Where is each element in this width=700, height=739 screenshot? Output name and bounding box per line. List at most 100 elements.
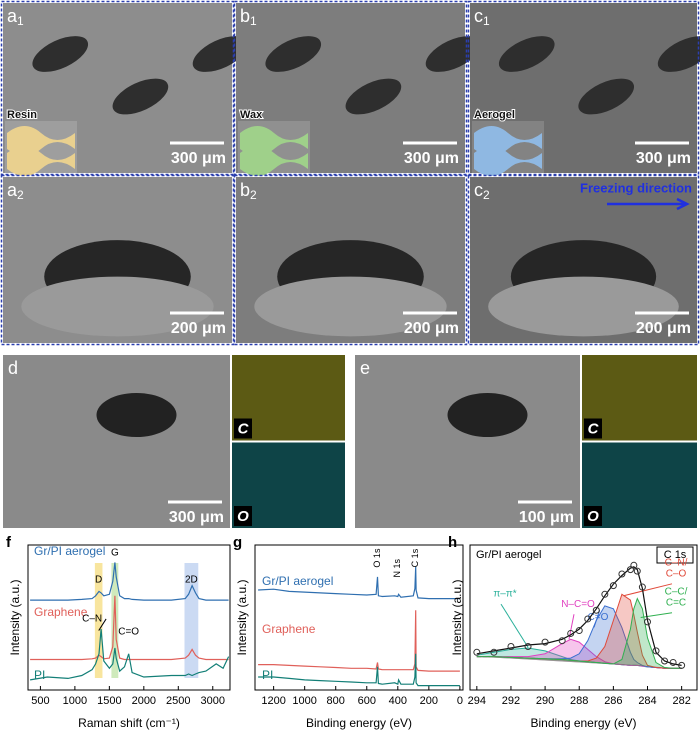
- pore-wall: [488, 276, 679, 337]
- panel-label: b2: [240, 180, 257, 202]
- legend-label: C 1s: [664, 549, 687, 561]
- scale-bar-label: 300 μm: [171, 150, 226, 167]
- x-tick-label: 286: [604, 695, 622, 707]
- data-point: [524, 643, 532, 650]
- panel-label: a1: [7, 6, 24, 28]
- pore: [498, 36, 555, 72]
- series-line: [30, 629, 230, 681]
- panel-border: [0, 0, 235, 176]
- label-arrow: [623, 583, 673, 597]
- data-point: [644, 618, 652, 626]
- series-label: Gr/PI aerogel: [262, 574, 333, 588]
- x-tick-label: 1000: [292, 695, 316, 707]
- inset-label: Aerogel: [474, 109, 515, 121]
- x-axis-title: Raman shift (cm⁻¹): [78, 716, 180, 730]
- data-point: [652, 647, 660, 655]
- scale-bar-label: 200 μm: [636, 320, 691, 337]
- pore: [112, 78, 169, 115]
- series-line: [258, 566, 460, 600]
- map-label: C: [588, 420, 600, 437]
- component-label: C=O: [588, 612, 609, 623]
- x-tick-label: 284: [638, 695, 656, 707]
- series-line: [30, 562, 229, 601]
- data-point: [473, 648, 481, 656]
- data-point: [558, 637, 566, 645]
- band-label: G: [111, 548, 119, 559]
- pore: [96, 393, 177, 437]
- highlight-band: [111, 563, 119, 678]
- component-label: π–π*: [493, 589, 516, 600]
- peak-label: N 1s: [392, 558, 402, 577]
- x-tick-label: 1000: [63, 695, 87, 707]
- x-tick-label: 290: [536, 695, 554, 707]
- pore: [578, 78, 635, 115]
- data-point: [678, 661, 686, 669]
- data-point: [618, 570, 626, 578]
- fit-component: [476, 597, 682, 669]
- x-tick-label: 288: [570, 695, 588, 707]
- x-tick-label: 400: [389, 695, 407, 707]
- y-axis-title: Intensity (a.u.): [8, 579, 22, 655]
- data-point: [661, 657, 669, 665]
- peak-label: C=O: [118, 627, 139, 638]
- scale-bar-label: 300 μm: [169, 509, 224, 526]
- data-point: [592, 606, 600, 614]
- panel-label: b1: [240, 6, 257, 28]
- inset-shape: [7, 126, 75, 176]
- peak-label: O 1s: [372, 548, 382, 568]
- peak-label: C–N: [82, 614, 102, 625]
- inset-label: Resin: [7, 109, 37, 121]
- map-label: C: [238, 420, 250, 437]
- panel-label: a2: [7, 180, 24, 202]
- x-tick-label: 2500: [166, 695, 190, 707]
- data-point: [609, 582, 617, 590]
- plot-frame: [27, 544, 231, 691]
- component-label: C–N/: [665, 557, 688, 568]
- data-point: [626, 566, 634, 574]
- x-axis-title: Binding energy (eV): [530, 716, 636, 730]
- series-line: [30, 595, 229, 661]
- panel-label: g: [233, 534, 242, 551]
- pore-wall: [254, 276, 447, 337]
- component-label: C–O: [666, 568, 687, 579]
- panel-letter: b: [240, 180, 250, 200]
- panel-subscript: 1: [250, 14, 257, 28]
- panel-label: e: [360, 358, 370, 378]
- map-label-box: [584, 506, 602, 526]
- pore: [447, 393, 528, 437]
- series-label: Gr/PI aerogel: [34, 544, 105, 558]
- data-point: [567, 629, 575, 637]
- series-label: PI: [262, 668, 273, 682]
- panel-subscript: 2: [17, 188, 24, 202]
- band-label: 2D: [185, 575, 198, 586]
- x-tick-label: 294: [468, 695, 486, 707]
- panel-border: [233, 0, 468, 176]
- data-point: [669, 658, 677, 666]
- panel-label: c2: [474, 180, 490, 202]
- panel-subscript: 1: [17, 14, 24, 28]
- series-line: [476, 566, 682, 666]
- map-label: O: [237, 508, 249, 525]
- series-label: Graphene: [262, 622, 316, 636]
- panel-subscript: 2: [483, 188, 490, 202]
- data-point: [584, 615, 592, 623]
- data-point: [490, 648, 498, 656]
- series-line: [258, 653, 460, 687]
- x-tick-label: 800: [327, 695, 345, 707]
- data-point: [630, 561, 638, 569]
- panel-border: [467, 174, 700, 346]
- panel-label: d: [8, 358, 18, 378]
- panel-letter: a: [7, 180, 18, 200]
- x-axis-title: Binding energy (eV): [306, 716, 412, 730]
- freezing-direction: Freezing direction: [580, 180, 692, 195]
- map-label-box: [584, 418, 602, 439]
- x-tick-label: 282: [672, 695, 690, 707]
- x-tick-label: 0: [457, 695, 463, 707]
- component-label: C–C/: [665, 586, 688, 597]
- x-tick-label: 200: [420, 695, 438, 707]
- legend-box: [656, 546, 694, 564]
- pore: [265, 36, 322, 72]
- direction-arrow: [607, 197, 690, 211]
- plot-frame: [469, 544, 698, 691]
